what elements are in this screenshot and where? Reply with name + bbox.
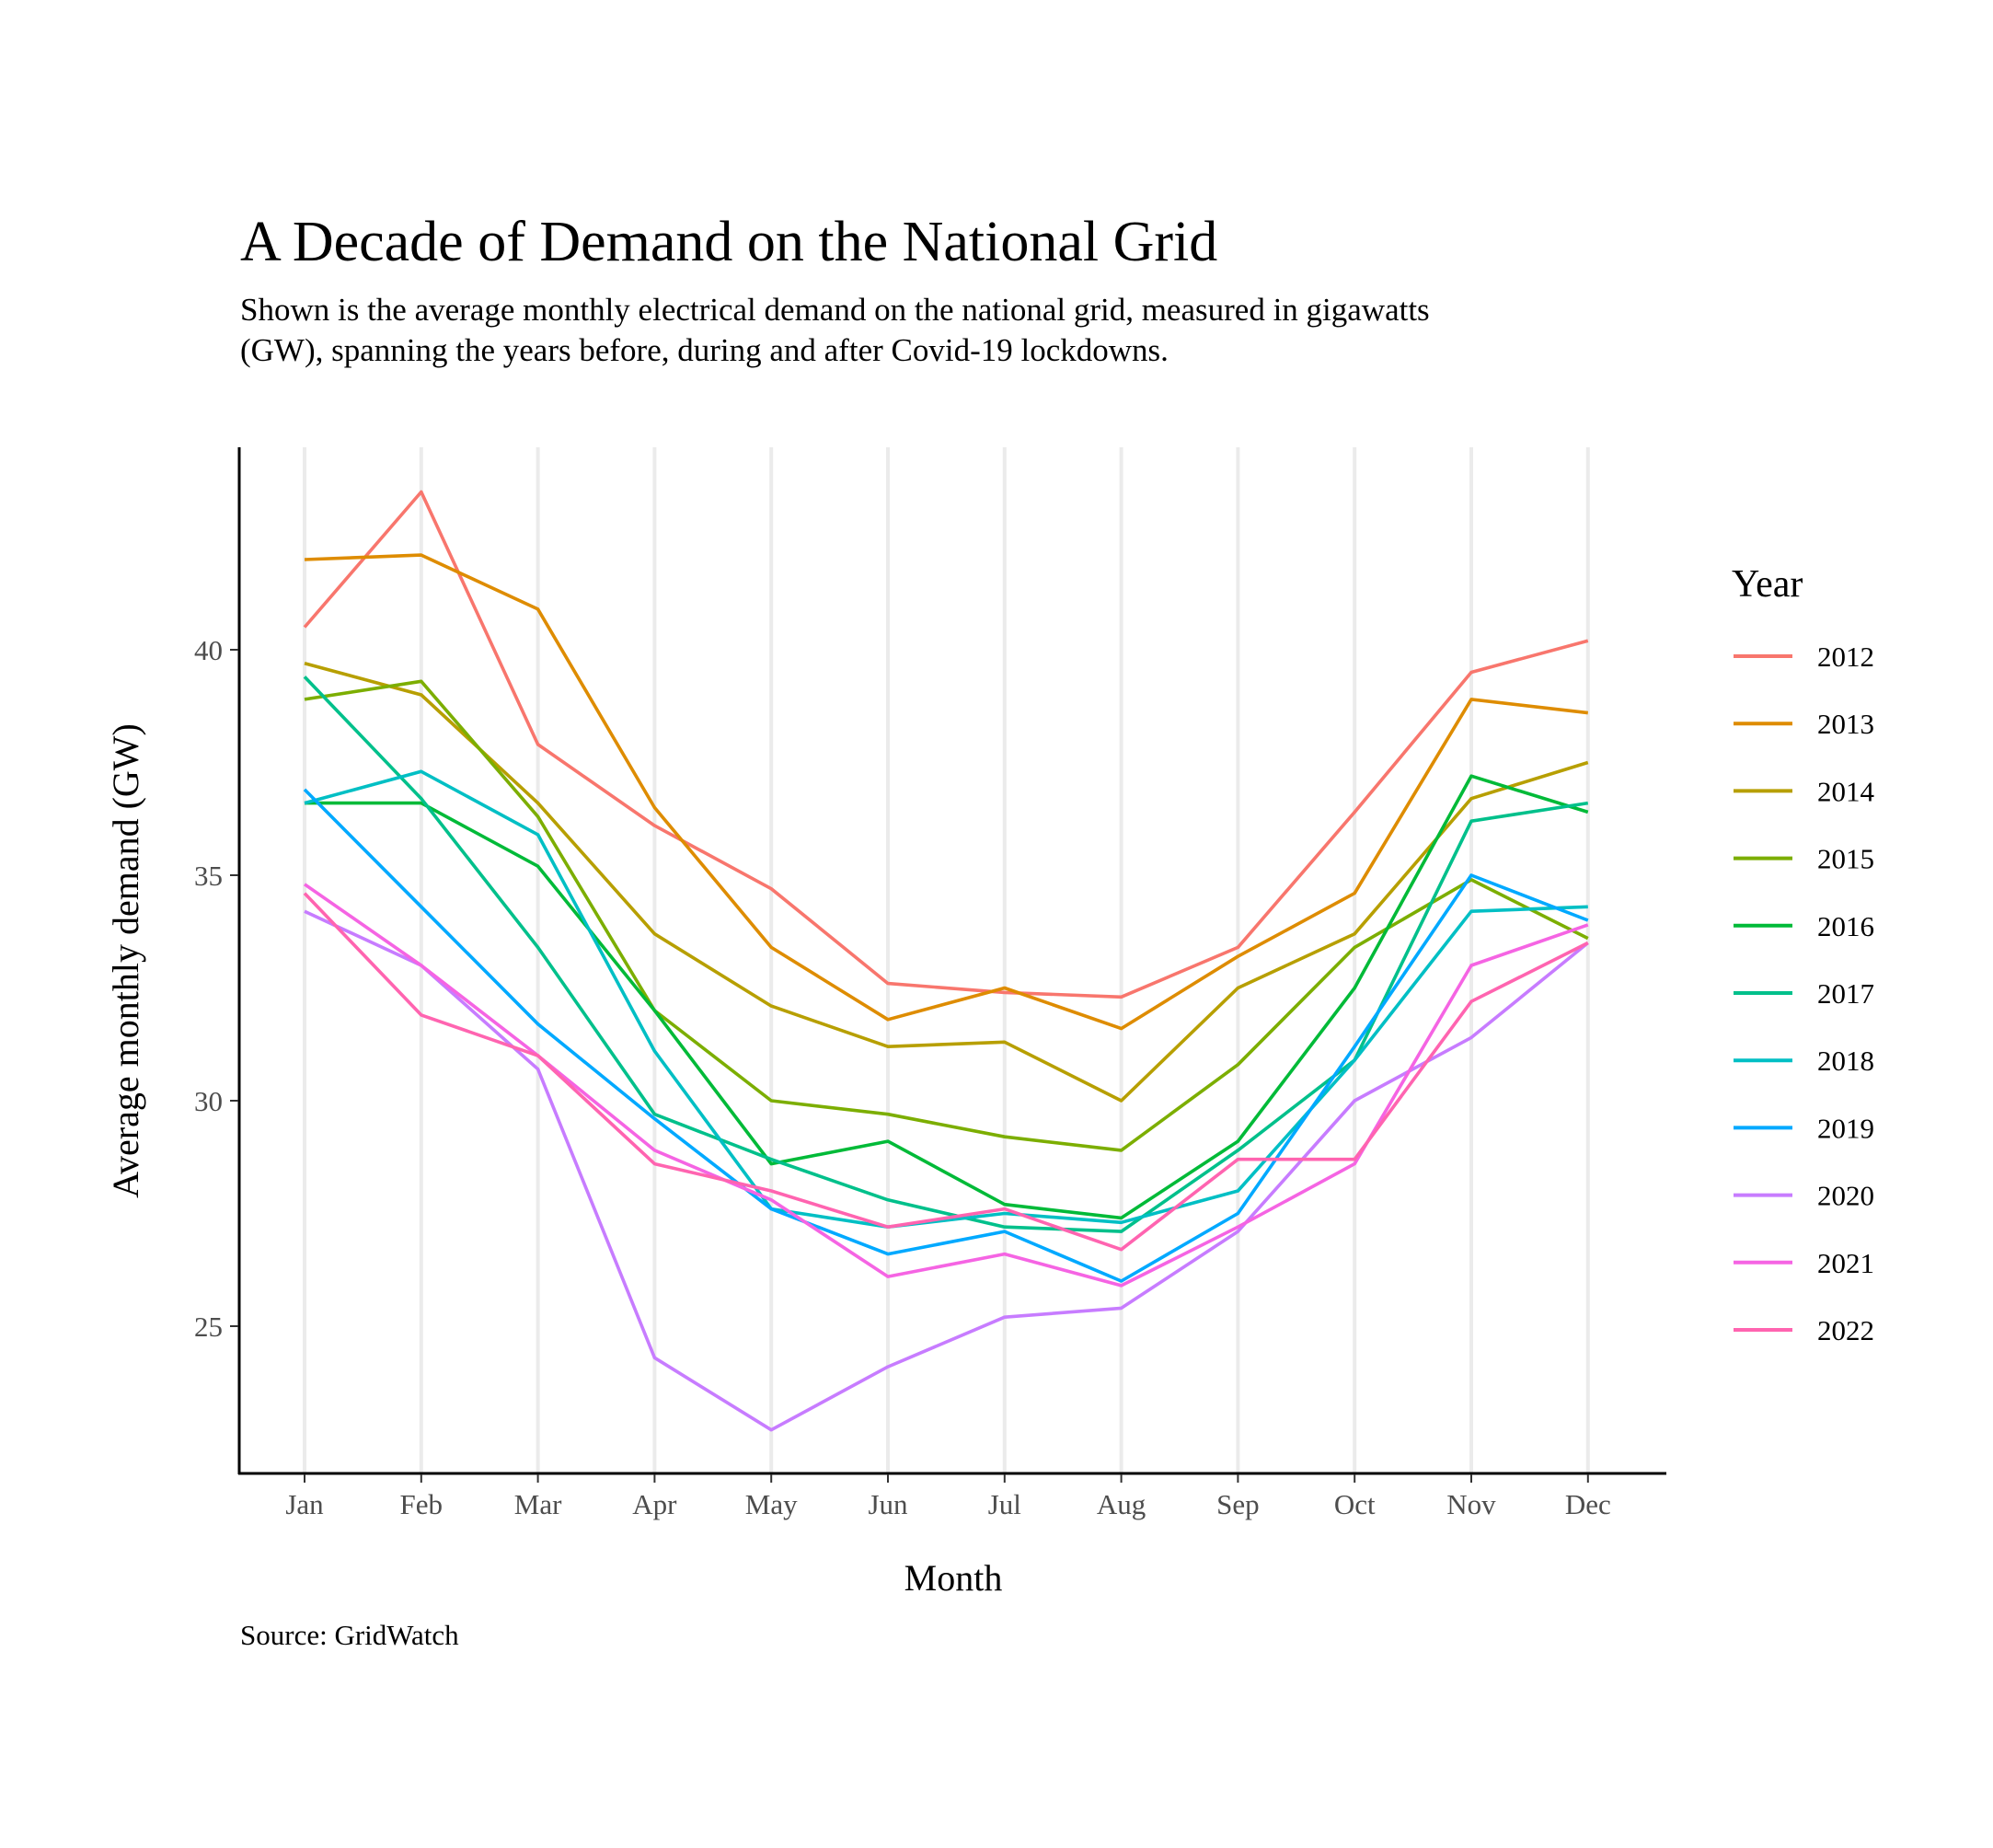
series-line-2017 <box>303 676 1589 1233</box>
legend-label-2020: 2020 <box>1817 1180 1874 1212</box>
x-ticks: Jan Feb Mar Apr May Jun Jul Aug Sep Oct Nov Dec <box>285 1474 1611 1520</box>
legend-label-2014: 2014 <box>1817 775 1875 807</box>
x-tick-label-dec: Dec <box>1565 1488 1611 1520</box>
x-tick-label-may: May <box>745 1488 798 1520</box>
series-line-2018 <box>304 769 1588 1229</box>
legend-label-2021: 2021 <box>1817 1247 1874 1279</box>
x-tick-label-feb: Feb <box>400 1488 444 1520</box>
legend-label-2018: 2018 <box>1817 1045 1874 1077</box>
series-line-2022 <box>303 892 1589 1252</box>
series-line-2015 <box>304 679 1589 1152</box>
legend-label-2019: 2019 <box>1817 1112 1874 1144</box>
x-axis-title: Month <box>904 1557 1003 1599</box>
series-line-2020 <box>304 909 1589 1432</box>
x-tick-label-sep: Sep <box>1216 1488 1260 1520</box>
x-tick-label-mar: Mar <box>514 1488 562 1520</box>
series-line-2014 <box>304 661 1589 1103</box>
x-tick-label-aug: Aug <box>1097 1488 1146 1520</box>
legend-label-2012: 2012 <box>1817 641 1874 673</box>
series-line-2019 <box>303 788 1589 1283</box>
y-axis-title: Average monthly demand (GW) <box>105 723 146 1198</box>
series-lines <box>303 490 1589 1432</box>
legend-title: Year <box>1732 563 1803 606</box>
caption-source: Source: GridWatch <box>240 1619 459 1651</box>
series-line-2013 <box>304 553 1589 1031</box>
y-tick-label-35: 35 <box>194 860 223 892</box>
legend-label-2016: 2016 <box>1817 910 1874 942</box>
y-ticks: 25 30 35 40 <box>194 634 238 1343</box>
x-tick-label-jun: Jun <box>868 1488 908 1520</box>
chart-title: A Decade of Demand on the National Grid <box>240 211 1217 273</box>
y-tick-label-30: 30 <box>194 1085 223 1117</box>
y-tick-label-40: 40 <box>194 634 223 666</box>
legend-label-2022: 2022 <box>1817 1314 1874 1346</box>
x-tick-label-oct: Oct <box>1334 1488 1376 1520</box>
legend-label-2015: 2015 <box>1817 843 1874 875</box>
x-tick-label-jan: Jan <box>285 1488 324 1520</box>
y-tick-label-25: 25 <box>194 1311 223 1343</box>
x-tick-label-jul: Jul <box>988 1488 1021 1520</box>
gridlines <box>303 447 1590 1473</box>
legend-label-2013: 2013 <box>1817 708 1874 740</box>
chart-subtitle-line-1: Shown is the average monthly electrical … <box>240 292 1430 328</box>
x-tick-label-apr: Apr <box>632 1488 677 1520</box>
series-line-2016 <box>305 774 1589 1220</box>
legend: Year 2012 2013 2014 2015 2016 2017 2018 2019 202… <box>1732 563 1875 1346</box>
x-tick-label-nov: Nov <box>1446 1488 1496 1520</box>
series-line-2021 <box>303 883 1589 1288</box>
chart-subtitle-line-2: (GW), spanning the years before, during … <box>240 332 1169 368</box>
series-line-2012 <box>303 490 1589 999</box>
legend-label-2017: 2017 <box>1817 977 1874 1010</box>
